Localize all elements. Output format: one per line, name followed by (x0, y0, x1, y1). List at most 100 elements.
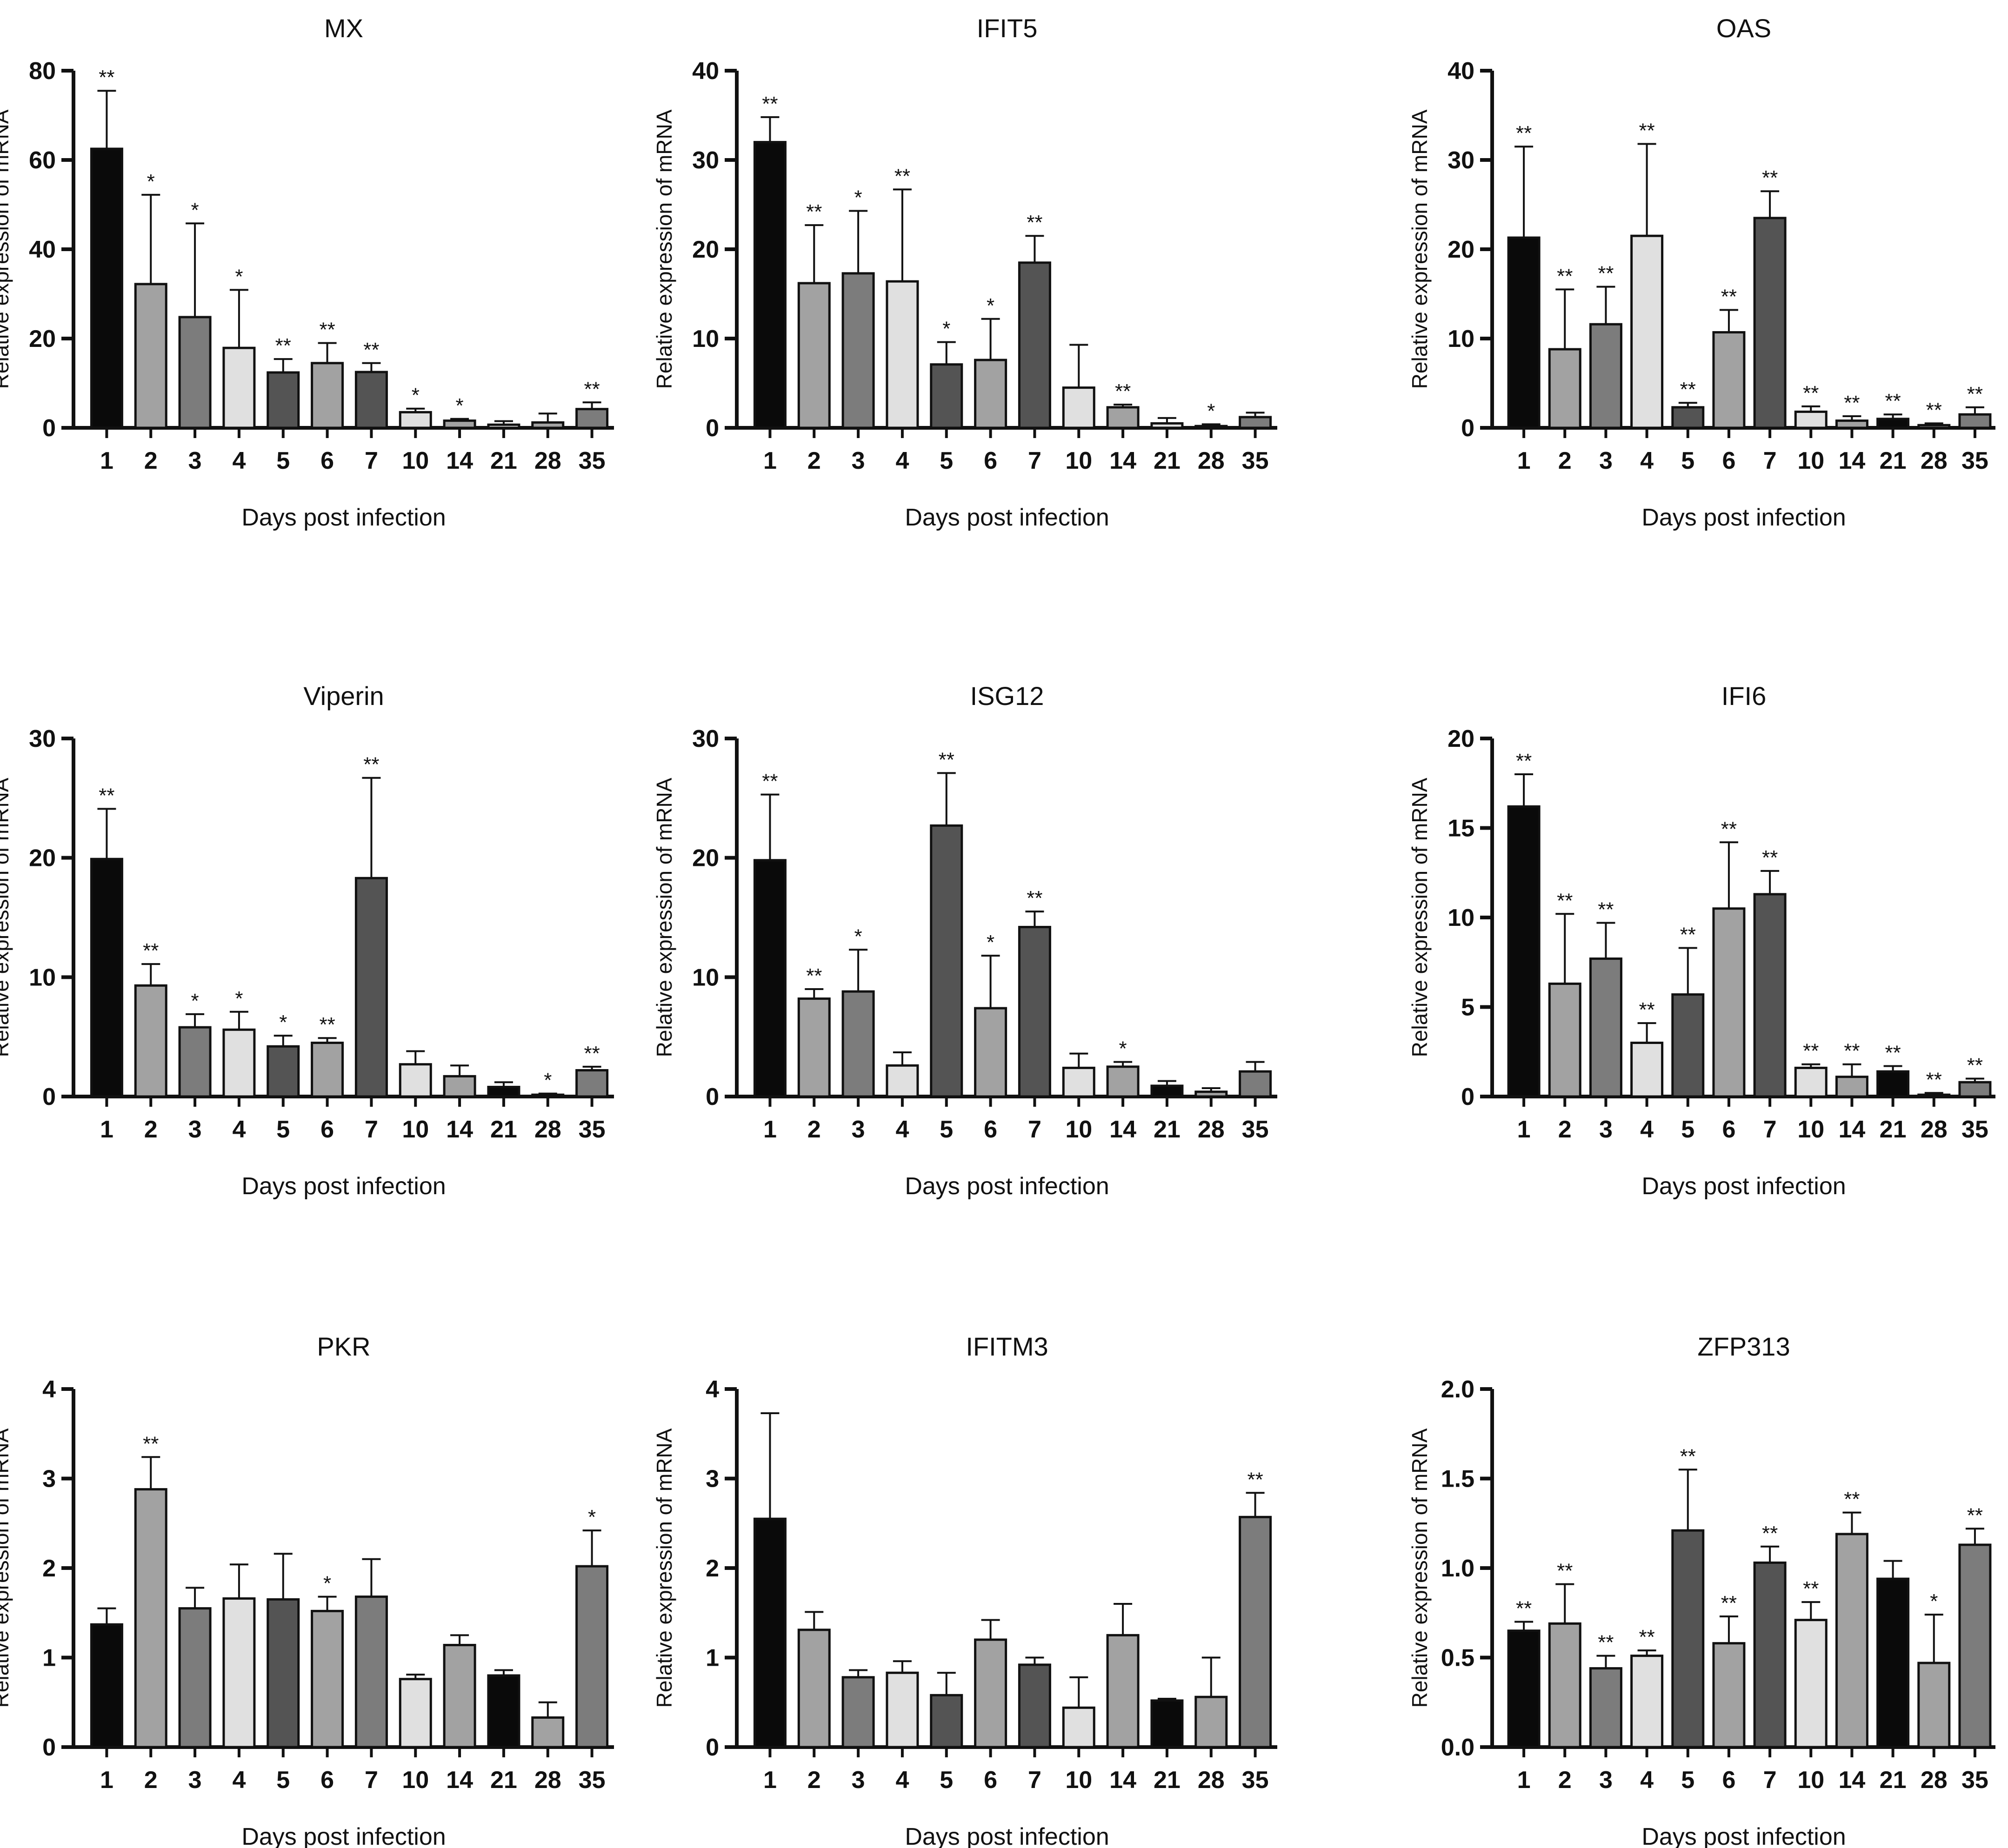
x-tick-label: 2 (144, 1116, 158, 1143)
bar-day-21 (487, 423, 520, 429)
x-tick-label: 3 (852, 1767, 865, 1794)
x-tick-label: 35 (579, 1116, 606, 1143)
y-tick-label: 1.5 (1441, 1466, 1474, 1493)
significance-marker: ** (584, 378, 600, 400)
x-tick-label: 35 (579, 1767, 606, 1794)
x-tick-label: 4 (1640, 1767, 1654, 1794)
y-tick-label: 3 (706, 1466, 719, 1493)
y-tick-label: 20 (692, 236, 719, 263)
x-tick-label: 35 (1961, 447, 1988, 474)
bar-day-7 (354, 1595, 388, 1748)
bar-day-1 (1507, 805, 1541, 1098)
y-tick-label: 30 (29, 725, 56, 752)
y-axis-label: Relative expression of mRNA (0, 778, 13, 1057)
bar-day-6 (1712, 907, 1746, 1098)
x-tick-label: 7 (1028, 447, 1041, 474)
bar-day-21 (1150, 1084, 1184, 1098)
bar-day-21 (1150, 422, 1184, 429)
panel-isg12: ISG12 0 10 20 30 Relative expression of mRNA D… (652, 681, 1277, 1200)
panel-viperin: Viperin 0 10 20 30 Relative expression of mRN… (0, 681, 614, 1200)
x-tick-label: 1 (1517, 447, 1531, 474)
significance-marker: * (1930, 1590, 1938, 1613)
y-tick-label: 10 (1448, 326, 1474, 352)
x-tick-label: 2 (144, 1767, 158, 1794)
significance-marker: ** (1516, 1597, 1532, 1620)
y-axis-label: Relative expression of mRNA (1408, 778, 1432, 1057)
bar-day-2 (797, 282, 831, 429)
bar-day-21 (487, 1085, 520, 1098)
bar-day-1 (753, 141, 787, 429)
significance-marker: ** (762, 770, 778, 793)
significance-marker: * (544, 1069, 552, 1092)
significance-marker: ** (894, 165, 910, 187)
x-tick-label: 21 (1154, 447, 1181, 474)
y-tick-label: 20 (692, 845, 719, 872)
x-tick-label: 1 (100, 447, 113, 474)
significance-marker: ** (1762, 166, 1778, 189)
significance-marker: ** (99, 784, 114, 807)
significance-marker: ** (275, 334, 291, 357)
bar-day-28 (1917, 1093, 1951, 1098)
y-tick-label: 0 (1461, 415, 1474, 442)
bar-day-1 (753, 859, 787, 1098)
significance-marker: ** (1803, 1040, 1819, 1063)
x-axis-label: Days post infection (905, 1823, 1109, 1848)
significance-marker: * (191, 990, 199, 1012)
x-tick-label: 4 (232, 1116, 246, 1143)
x-tick-label: 14 (1109, 447, 1136, 474)
bar-day-35 (575, 1565, 609, 1748)
significance-marker: ** (319, 319, 335, 341)
significance-marker: ** (1844, 1040, 1860, 1063)
y-tick-label: 0 (706, 1084, 719, 1110)
y-tick-label: 2 (706, 1555, 719, 1582)
significance-marker: * (987, 294, 994, 317)
x-tick-label: 35 (1242, 1767, 1269, 1794)
bar-day-3 (178, 1607, 212, 1748)
x-tick-label: 2 (807, 1767, 821, 1794)
bar-day-21 (1876, 1577, 1910, 1748)
x-tick-label: 14 (446, 1767, 473, 1794)
bar-day-14 (1835, 1533, 1868, 1748)
significance-marker: * (235, 987, 243, 1010)
x-tick-label: 4 (232, 447, 246, 474)
x-tick-label: 3 (188, 1767, 202, 1794)
y-tick-label: 0 (42, 1084, 56, 1110)
y-tick-label: 0 (42, 415, 56, 442)
bar-day-2 (1548, 982, 1581, 1098)
significance-marker: ** (1680, 1445, 1696, 1468)
panel-ifitm3: IFITM3 0 1 2 3 4 Relative expression of mRNA Da… (652, 1332, 1277, 1848)
panel-title: IFI6 (1721, 681, 1766, 711)
x-tick-label: 14 (1838, 1767, 1865, 1794)
x-tick-label: 1 (100, 1116, 113, 1143)
bar-day-10 (399, 1063, 432, 1098)
bar-day-6 (1712, 1642, 1746, 1748)
x-tick-label: 3 (188, 447, 202, 474)
y-tick-label: 1 (706, 1645, 719, 1672)
x-tick-label: 10 (1797, 1116, 1824, 1143)
bar-day-7 (1018, 926, 1051, 1098)
significance-marker: ** (1115, 380, 1131, 403)
y-tick-label: 0 (706, 415, 719, 442)
significance-marker: ** (1680, 378, 1696, 401)
x-tick-label: 6 (1722, 1767, 1735, 1794)
y-tick-label: 2 (42, 1555, 56, 1582)
significance-marker: ** (1027, 211, 1042, 234)
bar-day-35 (1958, 1081, 1992, 1098)
significance-marker: * (854, 186, 862, 209)
x-tick-label: 28 (1921, 1116, 1948, 1143)
significance-marker: ** (1967, 1054, 1983, 1077)
bar-day-28 (531, 421, 565, 429)
significance-marker: ** (1639, 1626, 1654, 1649)
y-tick-label: 40 (29, 236, 56, 263)
panel-mx: MX 0 20 40 60 80 Relative expression of mRNA Da… (0, 13, 614, 531)
x-tick-label: 4 (895, 1116, 909, 1143)
x-tick-label: 10 (1797, 447, 1824, 474)
significance-marker: * (235, 265, 243, 288)
y-tick-label: 0 (42, 1734, 56, 1761)
bar-day-28 (1194, 1695, 1228, 1748)
x-tick-label: 3 (188, 1116, 202, 1143)
significance-marker: ** (1885, 1042, 1901, 1064)
bar-day-4 (222, 346, 256, 429)
panel-oas: OAS 0 10 20 30 40 Relative expression of mRNA D… (1408, 13, 1995, 531)
x-tick-label: 1 (763, 1116, 777, 1143)
